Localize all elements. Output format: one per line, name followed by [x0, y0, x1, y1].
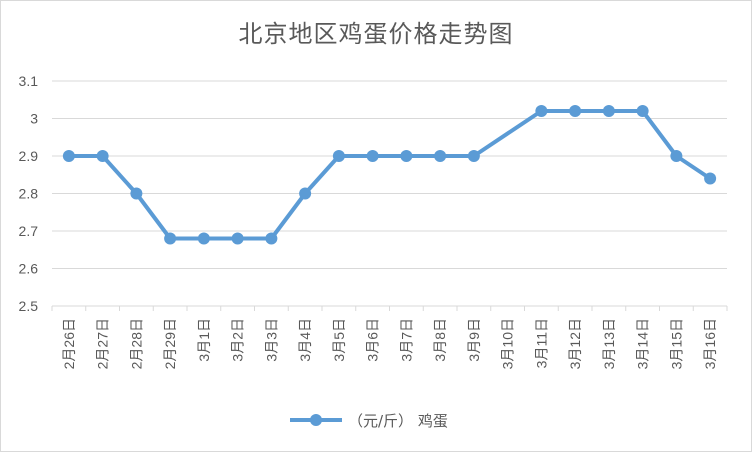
x-tick-label: 2月29日 [162, 318, 178, 369]
data-point [602, 105, 615, 117]
series-line [66, 109, 713, 241]
legend: （元/斤） 鸡蛋 [290, 408, 448, 432]
x-tick-label: 3月5日 [331, 318, 347, 362]
data-point [366, 150, 379, 162]
data-point [636, 105, 649, 117]
y-tick-label: 2.7 [19, 223, 39, 239]
data-point [467, 150, 480, 162]
data-point [130, 187, 143, 200]
data-point [670, 150, 683, 162]
x-tick-label: 3月10日 [500, 318, 516, 369]
legend-swatch-icon [290, 408, 342, 432]
x-tick-label: 3月6日 [365, 318, 381, 362]
x-axis-ticks: 2月26日 2月27日 2月28日 2月29日 3月1日 3月2日 3月3日 3月4日 3月5日… [61, 318, 718, 369]
data-point [704, 172, 717, 185]
x-tick-label: 2月28日 [128, 318, 144, 369]
y-tick-label: 2.6 [19, 261, 39, 277]
x-tick-label: 3月12日 [567, 318, 583, 369]
x-tick-label: 2月27日 [95, 318, 111, 369]
y-tick-label: 2.9 [19, 148, 39, 164]
data-point [434, 150, 447, 162]
legend-label: （元/斤） 鸡蛋 [348, 411, 448, 430]
data-point [96, 150, 109, 162]
data-point [197, 232, 210, 245]
data-point [164, 232, 177, 245]
x-tick-label: 2月26日 [61, 318, 77, 369]
data-point [231, 232, 244, 245]
data-point [400, 150, 413, 162]
y-tick-label: 2.8 [19, 186, 39, 202]
series-layer [62, 105, 717, 245]
data-point [569, 105, 582, 117]
chart-title: 北京地区鸡蛋价格走势图 [238, 20, 514, 48]
y-tick-label: 3.1 [19, 73, 39, 89]
x-tick-label: 3月14日 [635, 318, 651, 369]
x-tick-label: 3月3日 [263, 318, 279, 362]
x-tick-label: 3月7日 [398, 318, 414, 362]
x-tick-label: 3月11日 [533, 318, 549, 368]
data-point [265, 232, 278, 245]
x-tick-label: 3月1日 [196, 318, 212, 362]
y-tick-label: 2.5 [19, 298, 39, 314]
x-tick-label: 3月15日 [668, 318, 684, 369]
x-tick-label: 3月13日 [601, 318, 617, 369]
x-tick-label: 3月4日 [297, 318, 313, 362]
y-tick-label: 3 [30, 111, 38, 127]
gridlines [51, 80, 728, 311]
x-tick-label: 3月9日 [466, 318, 482, 362]
y-axis-ticks: 2.5 2.6 2.7 2.8 2.9 3 3.1 [19, 73, 39, 314]
x-tick-label: 3月2日 [230, 318, 246, 362]
data-point [332, 150, 345, 162]
x-tick-label: 3月8日 [432, 318, 448, 362]
data-point [535, 105, 548, 117]
data-point [299, 187, 312, 200]
x-tick-label: 3月16日 [702, 318, 718, 369]
data-point [62, 150, 75, 162]
